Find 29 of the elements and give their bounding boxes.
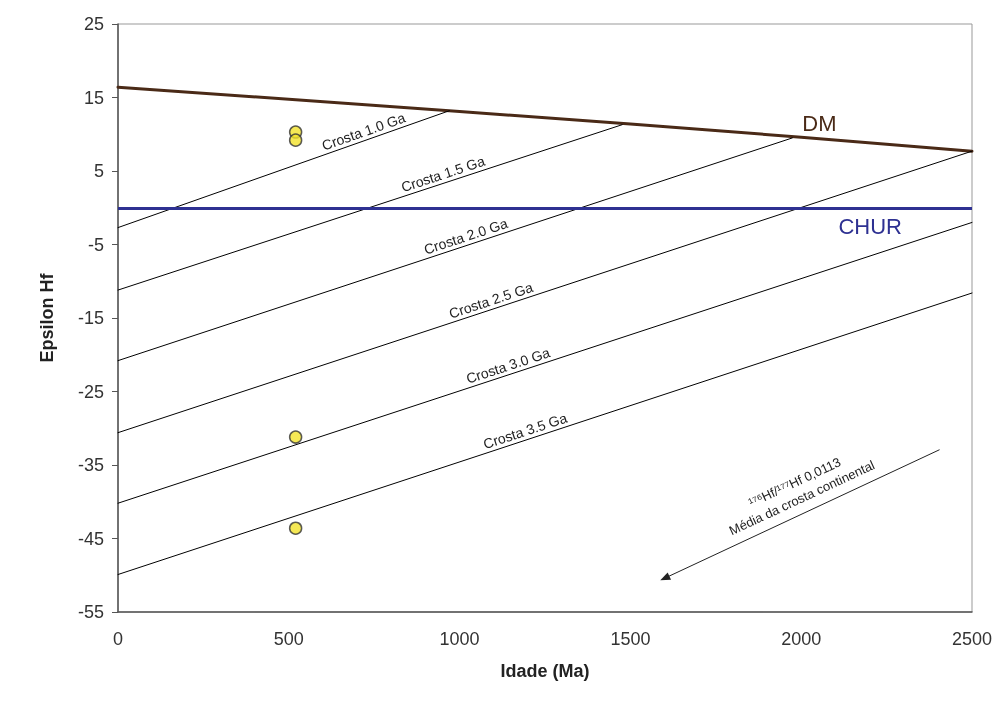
line-series xyxy=(116,85,974,153)
x-tick-label: 1500 xyxy=(610,629,651,649)
point xyxy=(288,521,303,535)
text: Crosta 3.0 Ga xyxy=(464,344,553,387)
y-tick-label: -5 xyxy=(87,234,104,255)
y-tick-label: -45 xyxy=(77,528,104,549)
ref-line-label: CHUR xyxy=(838,214,902,240)
text: Crosta 1.0 Ga xyxy=(319,109,408,154)
y-tick-label: 25 xyxy=(83,14,104,34)
y-tick-label: 5 xyxy=(93,161,104,181)
x-tick-label: 2500 xyxy=(951,629,993,649)
x-tick-label: 500 xyxy=(273,629,304,649)
y-tick-label: -25 xyxy=(77,381,104,402)
y-tick-label: 15 xyxy=(83,87,104,108)
y-tick-label: -55 xyxy=(77,602,104,622)
y-tick-label: -35 xyxy=(77,455,104,475)
text: Crosta 3.5 Ga xyxy=(481,409,570,453)
y-axis-title: Epsilon Hf xyxy=(37,272,57,363)
x-tick-label: 2000 xyxy=(781,629,822,649)
series-label: DM xyxy=(802,111,837,137)
text: Crosta 2.0 Ga xyxy=(421,214,510,258)
point xyxy=(288,430,303,444)
x-axis-title: Idade (Ma) xyxy=(500,661,590,681)
point xyxy=(288,133,303,147)
text: Crosta 1.5 Ga xyxy=(399,152,487,196)
text: Crosta 2.5 Ga xyxy=(447,278,536,322)
x-tick-label: 1000 xyxy=(439,629,480,649)
y-tick-label: -15 xyxy=(77,308,104,328)
x-tick-label: 0 xyxy=(112,629,124,649)
